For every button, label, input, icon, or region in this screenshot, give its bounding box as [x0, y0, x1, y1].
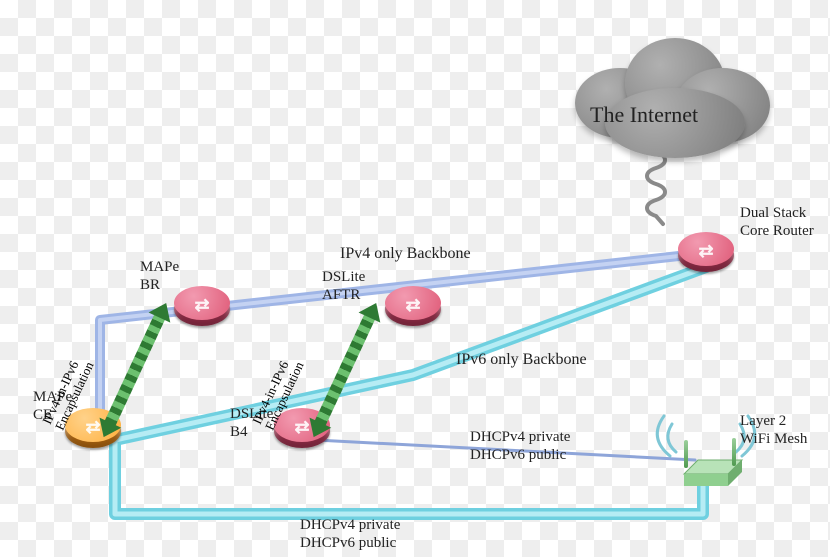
ipv6-backbone-label: IPv6 only Backbone: [456, 350, 587, 369]
wifi-mesh-icon: [678, 440, 748, 500]
ipv4-backbone-line: [100, 253, 706, 436]
ipv4-backbone-line-hi: [100, 253, 706, 436]
wifi-mesh-label: Layer 2 WiFi Mesh: [740, 412, 807, 448]
core-router-label: Dual Stack Core Router: [740, 204, 814, 240]
internet-cloud: [555, 28, 765, 148]
core-router-icon: ⇄: [678, 238, 734, 272]
mape-br-label: MAPe BR: [140, 258, 179, 294]
dslite-aftr-icon: ⇄: [385, 292, 441, 326]
dslite-aftr-label: DSLite AFTR: [322, 268, 365, 304]
dhcp-b4-label: DHCPv4 private DHCPv6 public: [470, 428, 570, 464]
cloud-spring: [647, 152, 665, 224]
ipv4-backbone-label: IPv4 only Backbone: [340, 244, 471, 263]
dhcp-bottom-label: DHCPv4 private DHCPv6 public: [300, 516, 400, 552]
diagram-canvas: { "canvas": { "w": 830, "h": 557 }, "col…: [0, 0, 830, 557]
internet-cloud-label: The Internet: [590, 102, 698, 128]
wifi-arc-left: [668, 424, 676, 452]
mape-br-icon: ⇄: [174, 292, 230, 326]
